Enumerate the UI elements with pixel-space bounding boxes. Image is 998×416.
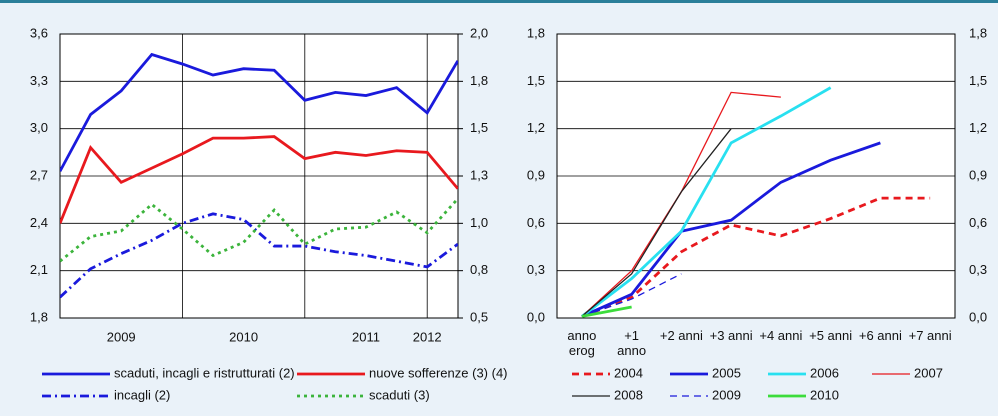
x-tick-label: +1 anno [617, 328, 647, 358]
series-line [60, 135, 458, 224]
legend-label: incagli (2) [114, 387, 170, 402]
legend-label: scaduti, incagli e ristrutturati (2) [114, 365, 295, 380]
legend-label: 2010 [810, 387, 839, 402]
y-tick-label: 0,6 [527, 215, 545, 230]
x-tick-label: anno erog [567, 328, 597, 358]
x-tick-label: +6 anni [858, 328, 902, 343]
y-tick-label: 2,4 [30, 215, 48, 230]
y2-tick-label: 0,8 [470, 262, 488, 277]
legend-label: nuove sofferenze (3) (4) [369, 365, 508, 380]
y2-tick-label: 1,8 [969, 25, 987, 40]
legend-label: 2007 [914, 365, 943, 380]
x-tick-label: 2012 [413, 329, 442, 344]
y-tick-label: 2,1 [30, 262, 48, 277]
y2-tick-label: 1,5 [969, 73, 987, 88]
y-tick-label: 3,6 [30, 25, 48, 40]
x-tick-label: +7 anni [908, 328, 952, 343]
legend-label: 2009 [712, 387, 741, 402]
series-line [581, 273, 682, 318]
y2-tick-label: 0,9 [969, 167, 987, 182]
y-tick-label: 3,3 [30, 73, 48, 88]
series-line [581, 305, 632, 318]
y2-tick-label: 1,2 [969, 120, 987, 135]
y-tick-label: 0,0 [527, 309, 545, 324]
y-tick-label: 1,8 [30, 309, 48, 324]
y-tick-label: 1,5 [527, 73, 545, 88]
x-tick-label: +3 anni [709, 328, 753, 343]
y2-tick-label: 0,0 [969, 309, 987, 324]
y2-tick-label: 1,3 [470, 167, 488, 182]
y2-tick-label: 1,5 [470, 120, 488, 135]
series-line [581, 128, 732, 317]
x-tick-label: +4 anni [759, 328, 803, 343]
y2-tick-label: 0,5 [470, 309, 488, 324]
legend-label: 2008 [614, 387, 643, 402]
y-tick-label: 1,2 [527, 120, 545, 135]
series-line [60, 52, 458, 172]
y-tick-label: 1,8 [527, 25, 545, 40]
series-line [581, 86, 832, 318]
x-tick-label: 2011 [352, 329, 380, 344]
legend-label: 2006 [810, 365, 839, 380]
x-tick-label: 2009 [107, 329, 136, 344]
top-border [0, 0, 998, 3]
y-tick-label: 3,0 [30, 120, 48, 135]
y-tick-label: 0,3 [527, 262, 545, 277]
x-tick-label: +2 anni [659, 328, 703, 343]
series-line [581, 196, 931, 318]
y2-tick-label: 2,0 [470, 25, 488, 40]
y2-tick-label: 0,3 [969, 262, 987, 277]
series-line [581, 141, 881, 318]
y-tick-label: 0,9 [527, 167, 545, 182]
y-tick-label: 2,7 [30, 167, 48, 182]
series-line [60, 197, 458, 263]
x-tick-label: 2010 [229, 329, 258, 344]
y2-tick-label: 1,8 [470, 73, 488, 88]
series-line [60, 212, 458, 299]
x-tick-label: +5 anni [809, 328, 853, 343]
y2-tick-label: 1,0 [470, 215, 488, 230]
y2-tick-label: 0,6 [969, 215, 987, 230]
legend-label: 2004 [614, 365, 643, 380]
legend-label: 2005 [712, 365, 741, 380]
legend-label: scaduti (3) [369, 387, 430, 402]
